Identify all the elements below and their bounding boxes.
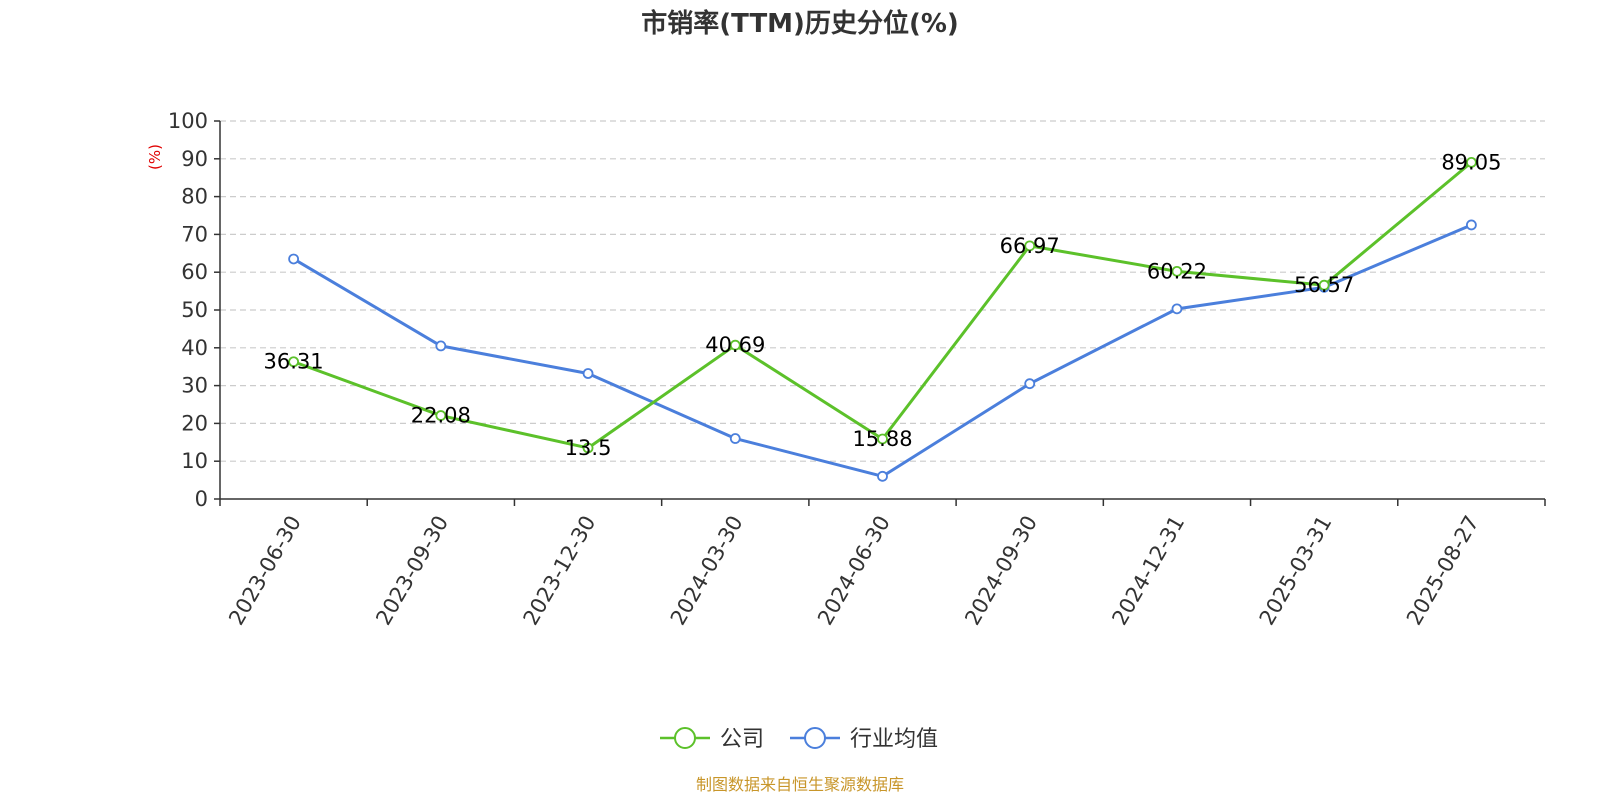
data-point bbox=[1024, 378, 1036, 390]
x-tick-label: 2024-06-30 bbox=[813, 512, 895, 630]
source-note: 制图数据来自恒生聚源数据库 bbox=[696, 775, 904, 794]
data-label: 60.22 bbox=[1147, 259, 1207, 283]
data-point bbox=[582, 442, 594, 454]
x-tick-label: 2024-03-30 bbox=[666, 512, 748, 630]
y-tick-label: 40 bbox=[181, 336, 208, 360]
y-tick-label: 70 bbox=[181, 222, 208, 246]
y-tick-label: 10 bbox=[181, 449, 208, 473]
data-point bbox=[1171, 265, 1183, 277]
legend[interactable]: 公司 行业均值 bbox=[660, 727, 938, 752]
x-axis: 2023-06-30 2023-09-30 2023-12-30 2024-03-30… bbox=[219, 498, 1546, 630]
data-point bbox=[1465, 219, 1477, 231]
data-point bbox=[288, 356, 300, 368]
data-point bbox=[877, 470, 888, 482]
data-label: 22.08 bbox=[411, 404, 471, 428]
y-axis: 0 10 20 30 40 50 60 70 80 90 100 bbox=[168, 109, 221, 511]
data-point bbox=[288, 253, 300, 265]
x-tick-label: 2025-03-31 bbox=[1255, 512, 1337, 630]
data-point bbox=[582, 368, 594, 379]
data-point bbox=[877, 433, 888, 445]
x-tick-label: 2023-12-30 bbox=[519, 512, 601, 630]
data-point bbox=[435, 340, 447, 352]
data-label: 40.69 bbox=[705, 333, 765, 357]
x-tick-label: 2024-12-31 bbox=[1107, 512, 1189, 630]
y-tick-label: 100 bbox=[168, 109, 208, 133]
y-tick-label: 60 bbox=[181, 260, 208, 284]
data-point bbox=[729, 433, 741, 444]
legend-label: 行业均值 bbox=[850, 727, 938, 752]
data-label: 13.5 bbox=[565, 436, 612, 460]
x-tick-label: 2024-09-30 bbox=[960, 512, 1042, 630]
data-label: 15.88 bbox=[852, 427, 912, 451]
x-tick-label: 2023-09-30 bbox=[371, 512, 453, 630]
data-point bbox=[1465, 156, 1477, 168]
data-label: 36.31 bbox=[264, 350, 324, 374]
y-tick-label: 90 bbox=[181, 147, 208, 171]
data-label: 56.57 bbox=[1294, 273, 1354, 297]
data-label: 89.05 bbox=[1441, 150, 1501, 174]
x-tick-label: 2025-08-27 bbox=[1402, 512, 1484, 630]
data-point bbox=[1024, 240, 1036, 252]
y-tick-label: 30 bbox=[181, 374, 208, 398]
legend-label: 公司 bbox=[720, 727, 764, 752]
y-tick-label: 20 bbox=[181, 411, 208, 435]
y-tick-label: 80 bbox=[181, 185, 208, 209]
legend-marker bbox=[674, 727, 696, 749]
data-point bbox=[1318, 279, 1330, 291]
data-point bbox=[729, 339, 741, 351]
legend-marker bbox=[804, 727, 826, 749]
y-tick-label: 50 bbox=[181, 298, 208, 322]
data-label: 66.97 bbox=[1000, 234, 1060, 258]
chart-title: 市销率(TTM)历史分位(%) bbox=[641, 8, 959, 39]
data-point bbox=[1171, 303, 1183, 315]
data-point bbox=[435, 410, 447, 421]
y-tick-label: 0 bbox=[195, 487, 208, 511]
y-axis-unit: (%) bbox=[146, 144, 164, 170]
data-labels: 36.31 22.08 13.5 40.69 15.88 66.97 60.22 56.57 8… bbox=[264, 150, 1502, 460]
x-tick-label: 2023-06-30 bbox=[224, 512, 306, 630]
series-layer bbox=[288, 156, 1477, 482]
